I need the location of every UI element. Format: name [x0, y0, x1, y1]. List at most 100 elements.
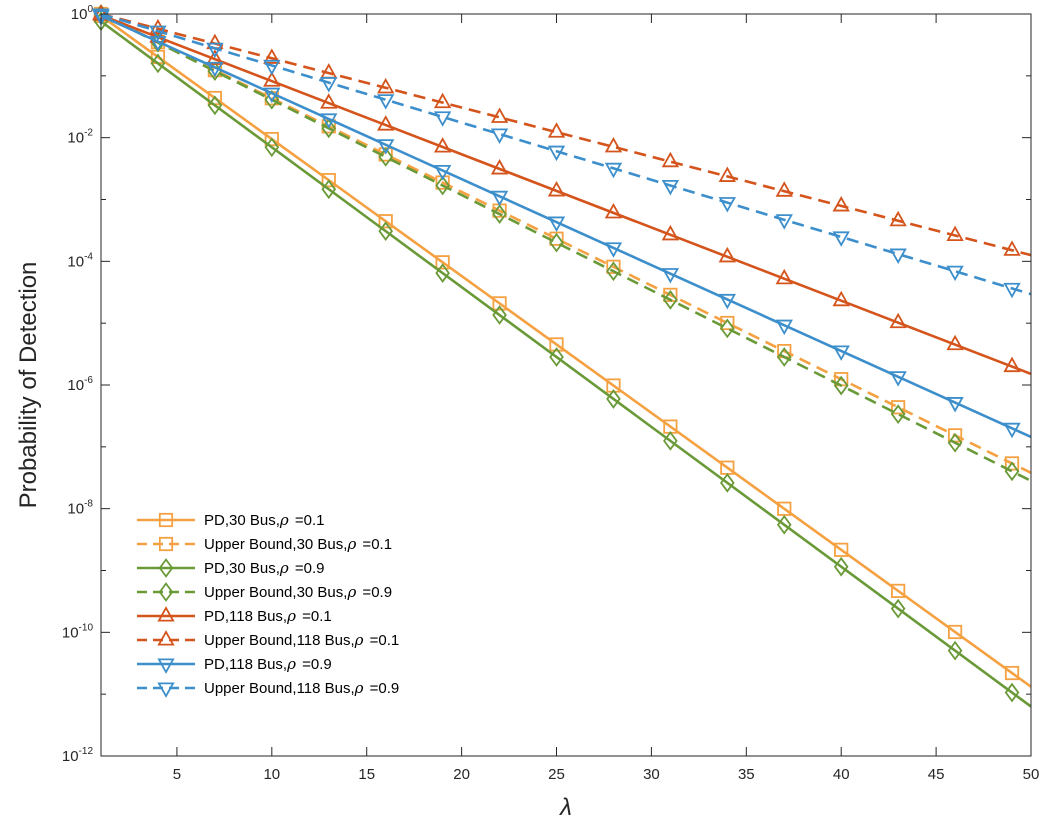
data-point [604, 202, 623, 219]
y-tick-label: 10-10 [62, 622, 94, 641]
plot-area [92, 4, 1031, 708]
series-line-3 [101, 20, 1031, 708]
data-point [833, 556, 849, 577]
x-tick-label: 20 [453, 766, 470, 783]
data-point [718, 293, 736, 310]
data-point [320, 77, 338, 93]
data-point [833, 375, 849, 396]
data-point [947, 624, 963, 640]
legend-label: PD,30 Bus,ρ =0.1 [204, 511, 324, 529]
x-tick-label: 5 [173, 766, 181, 783]
x-tick-label: 10 [263, 766, 280, 783]
data-point [889, 312, 907, 329]
data-point [435, 175, 450, 196]
series-line-7 [101, 14, 1031, 439]
legend-label: PD,30 Bus,ρ =0.9 [204, 559, 324, 577]
legend-label: PD,118 Bus,ρ =0.9 [204, 655, 332, 673]
x-tick-label: 45 [928, 766, 945, 783]
legend-item: Upper Bound,30 Bus,ρ =0.9 [137, 582, 392, 602]
data-point [890, 598, 906, 619]
data-point [435, 263, 450, 283]
data-point [775, 181, 793, 197]
y-axis-title: Probability of Detection [15, 262, 42, 509]
data-point [264, 89, 280, 110]
series-4 [93, 4, 1031, 483]
data-point [549, 347, 564, 367]
data-point [947, 432, 963, 453]
series-line-8 [101, 14, 1031, 296]
legend-label: Upper Bound,118 Bus,ρ =0.1 [204, 631, 399, 649]
data-point [150, 53, 166, 74]
data-point [547, 145, 566, 162]
y-tick-label: 10-12 [62, 746, 94, 765]
data-point [891, 583, 906, 599]
data-point [718, 246, 736, 263]
x-tick-label: 15 [358, 766, 375, 783]
legend-item: PD,30 Bus,ρ =0.9 [137, 558, 324, 578]
data-point [264, 137, 280, 158]
series-line-6 [101, 14, 1031, 257]
x-tick-label: 40 [833, 766, 850, 783]
data-point [661, 224, 680, 241]
data-point [378, 221, 394, 242]
x-tick-label: 25 [548, 766, 565, 783]
data-point [433, 111, 452, 127]
data-point [775, 214, 793, 230]
data-point [377, 94, 395, 110]
y-tick-label: 10-8 [67, 499, 93, 518]
data-point [206, 49, 224, 65]
data-point [433, 92, 452, 109]
legend-label: Upper Bound,118 Bus,ρ =0.9 [204, 679, 399, 697]
data-point [946, 397, 964, 413]
legend-marker [157, 630, 175, 646]
data-point [946, 334, 964, 351]
data-point [1004, 461, 1020, 482]
data-point [834, 542, 849, 557]
data-point [604, 162, 623, 179]
data-point [263, 48, 281, 64]
data-point [264, 131, 279, 147]
data-point [775, 319, 793, 336]
data-point [207, 95, 223, 116]
series-line-1 [101, 14, 1031, 688]
data-point [1004, 456, 1020, 471]
data-point [149, 25, 167, 42]
data-point [378, 147, 394, 167]
data-point [720, 315, 735, 331]
data-point [433, 164, 452, 181]
data-point [435, 255, 450, 270]
y-tick-label: 10-4 [67, 251, 93, 270]
data-point [206, 42, 224, 59]
data-point [604, 242, 623, 258]
data-point [1004, 665, 1020, 681]
data-point [547, 180, 566, 197]
legend: PD,30 Bus,ρ =0.1 Upper Bound,30 Bus,ρ =0.… [137, 511, 399, 698]
data-point [720, 472, 735, 493]
legend-label: PD,118 Bus,ρ =0.1 [204, 607, 332, 625]
x-tick-label: 50 [1023, 766, 1040, 783]
legend-marker [157, 606, 175, 622]
data-point [321, 173, 336, 188]
legend-item: PD,118 Bus,ρ =0.9 [137, 655, 332, 674]
data-point [663, 289, 678, 310]
data-point [606, 259, 621, 274]
data-point [321, 179, 337, 200]
data-point [604, 136, 623, 153]
data-point [490, 190, 509, 207]
data-point [1003, 240, 1021, 256]
data-point [661, 179, 680, 196]
data-point [377, 139, 395, 155]
legend-marker [158, 582, 174, 602]
data-point [889, 248, 907, 264]
legend-label: Upper Bound,30 Bus,ρ =0.1 [204, 535, 392, 553]
data-point [547, 122, 566, 138]
data-point [263, 71, 281, 87]
data-point [776, 514, 792, 535]
legend-label: Upper Bound,30 Bus,ρ =0.9 [204, 583, 392, 601]
data-point [490, 128, 509, 144]
y-tick-label: 10-2 [67, 128, 93, 147]
data-point [549, 337, 564, 352]
data-point [946, 225, 964, 242]
series-5 [92, 5, 1031, 376]
data-point [606, 389, 621, 409]
